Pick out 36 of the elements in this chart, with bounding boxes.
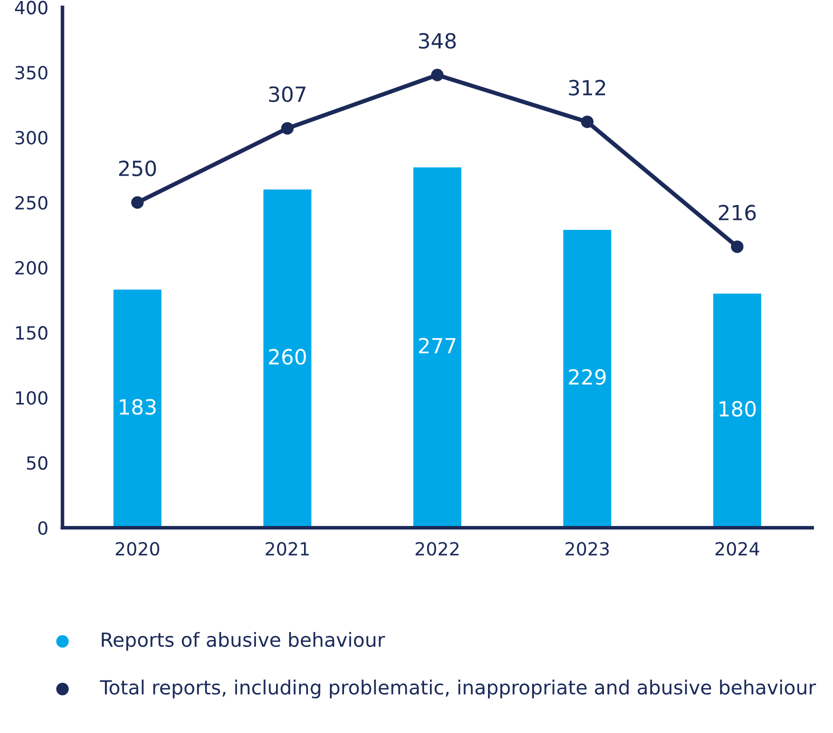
- data-label: 277: [418, 338, 456, 354]
- bar: [563, 230, 612, 528]
- y-tick-label: 0: [38, 521, 48, 535]
- y-tick-label: 100: [16, 391, 48, 405]
- x-tick-label: 2020: [116, 542, 160, 556]
- data-label: 216: [718, 204, 756, 220]
- y-tick-label: 350: [16, 66, 48, 80]
- y-tick-label: 150: [16, 326, 48, 340]
- y-tick-label: 250: [15, 196, 48, 210]
- x-tick-label: 2022: [416, 542, 458, 556]
- point: [281, 122, 294, 135]
- data-label: 180: [720, 400, 756, 417]
- point: [431, 68, 444, 82]
- data-label: 348: [419, 32, 456, 49]
- x-tick-label: 2024: [716, 542, 760, 556]
- point: [131, 196, 144, 209]
- data-label: 307: [269, 86, 306, 102]
- bar: [113, 290, 162, 528]
- data-label: 229: [568, 369, 606, 385]
- point: [730, 240, 744, 253]
- point: [581, 116, 594, 128]
- x-tick-label: 2021: [266, 542, 309, 556]
- bar: [413, 167, 462, 528]
- x-tick-label: 2023: [566, 542, 609, 556]
- data-label: 312: [568, 80, 606, 96]
- legend-label: Total reports, including problematic, inappropriate and abusive behaviour: [100, 680, 816, 698]
- y-tick-label: 300: [16, 130, 48, 145]
- bar: [713, 294, 762, 528]
- data-label: 250: [119, 160, 156, 176]
- y-tick-label: 400: [15, 0, 48, 14]
- bar: [263, 189, 312, 528]
- legend-label: Reports of abusive behaviour: [102, 632, 386, 651]
- y-tick-label: 200: [15, 261, 48, 275]
- data-label: 260: [269, 348, 306, 365]
- y-tick-label: 50: [27, 456, 48, 470]
- data-label: 183: [120, 399, 156, 415]
